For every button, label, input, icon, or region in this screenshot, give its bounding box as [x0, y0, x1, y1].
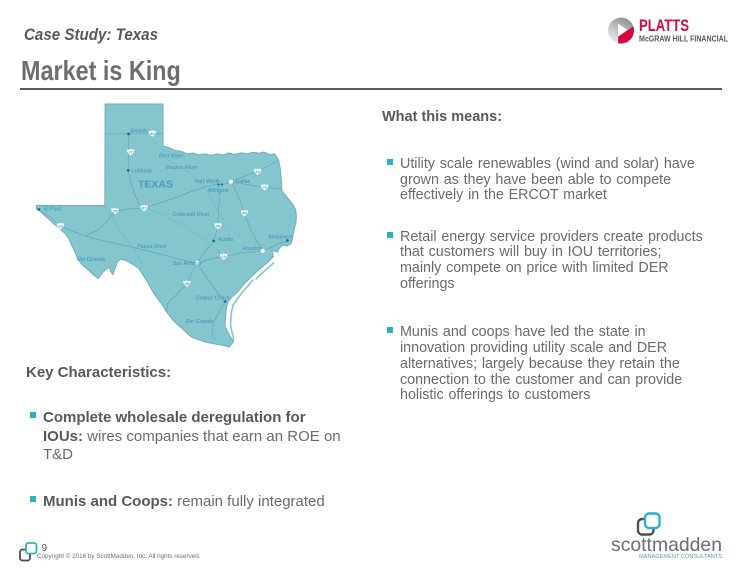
- svg-text:Pecos River: Pecos River: [137, 244, 168, 250]
- svg-text:Brazos River: Brazos River: [166, 165, 199, 171]
- svg-text:35: 35: [216, 223, 221, 228]
- svg-text:TEXAS: TEXAS: [138, 179, 173, 191]
- svg-text:Amarillo: Amarillo: [130, 128, 149, 134]
- svg-text:10: 10: [221, 254, 226, 259]
- svg-text:Houston: Houston: [242, 246, 262, 252]
- svg-text:Corpus Christi: Corpus Christi: [196, 296, 230, 302]
- svg-text:Rio Grande: Rio Grande: [77, 257, 105, 263]
- svg-text:87: 87: [142, 205, 147, 210]
- svg-text:Arlington: Arlington: [208, 188, 229, 194]
- svg-text:Lubbock: Lubbock: [132, 169, 152, 175]
- svg-text:10: 10: [58, 223, 63, 228]
- svg-text:40: 40: [150, 131, 155, 136]
- svg-text:Red River: Red River: [159, 154, 185, 160]
- svg-text:Dallas: Dallas: [236, 179, 251, 185]
- svg-text:PLATTS: PLATTS: [639, 17, 689, 35]
- svg-text:35: 35: [185, 281, 190, 286]
- svg-text:27: 27: [128, 150, 133, 155]
- svg-text:McGRAW HILL FINANCIAL: McGRAW HILL FINANCIAL: [639, 34, 728, 43]
- svg-text:MANAGEMENT CONSULTANTS: MANAGEMENT CONSULTANTS: [639, 554, 722, 560]
- svg-text:Fort Worth: Fort Worth: [195, 179, 220, 185]
- svg-text:30: 30: [255, 169, 260, 174]
- svg-text:Colorado River: Colorado River: [173, 212, 211, 218]
- svg-text:scottmadden: scottmadden: [611, 534, 722, 556]
- svg-text:20: 20: [262, 185, 267, 190]
- svg-text:Rio Grande: Rio Grande: [186, 319, 214, 325]
- svg-text:Beaumont: Beaumont: [268, 235, 293, 241]
- svg-text:20: 20: [113, 208, 118, 213]
- svg-text:Austin: Austin: [218, 237, 233, 243]
- svg-text:San Antonio: San Antonio: [173, 261, 202, 267]
- svg-text:El Paso: El Paso: [44, 207, 62, 213]
- svg-text:45: 45: [242, 210, 247, 215]
